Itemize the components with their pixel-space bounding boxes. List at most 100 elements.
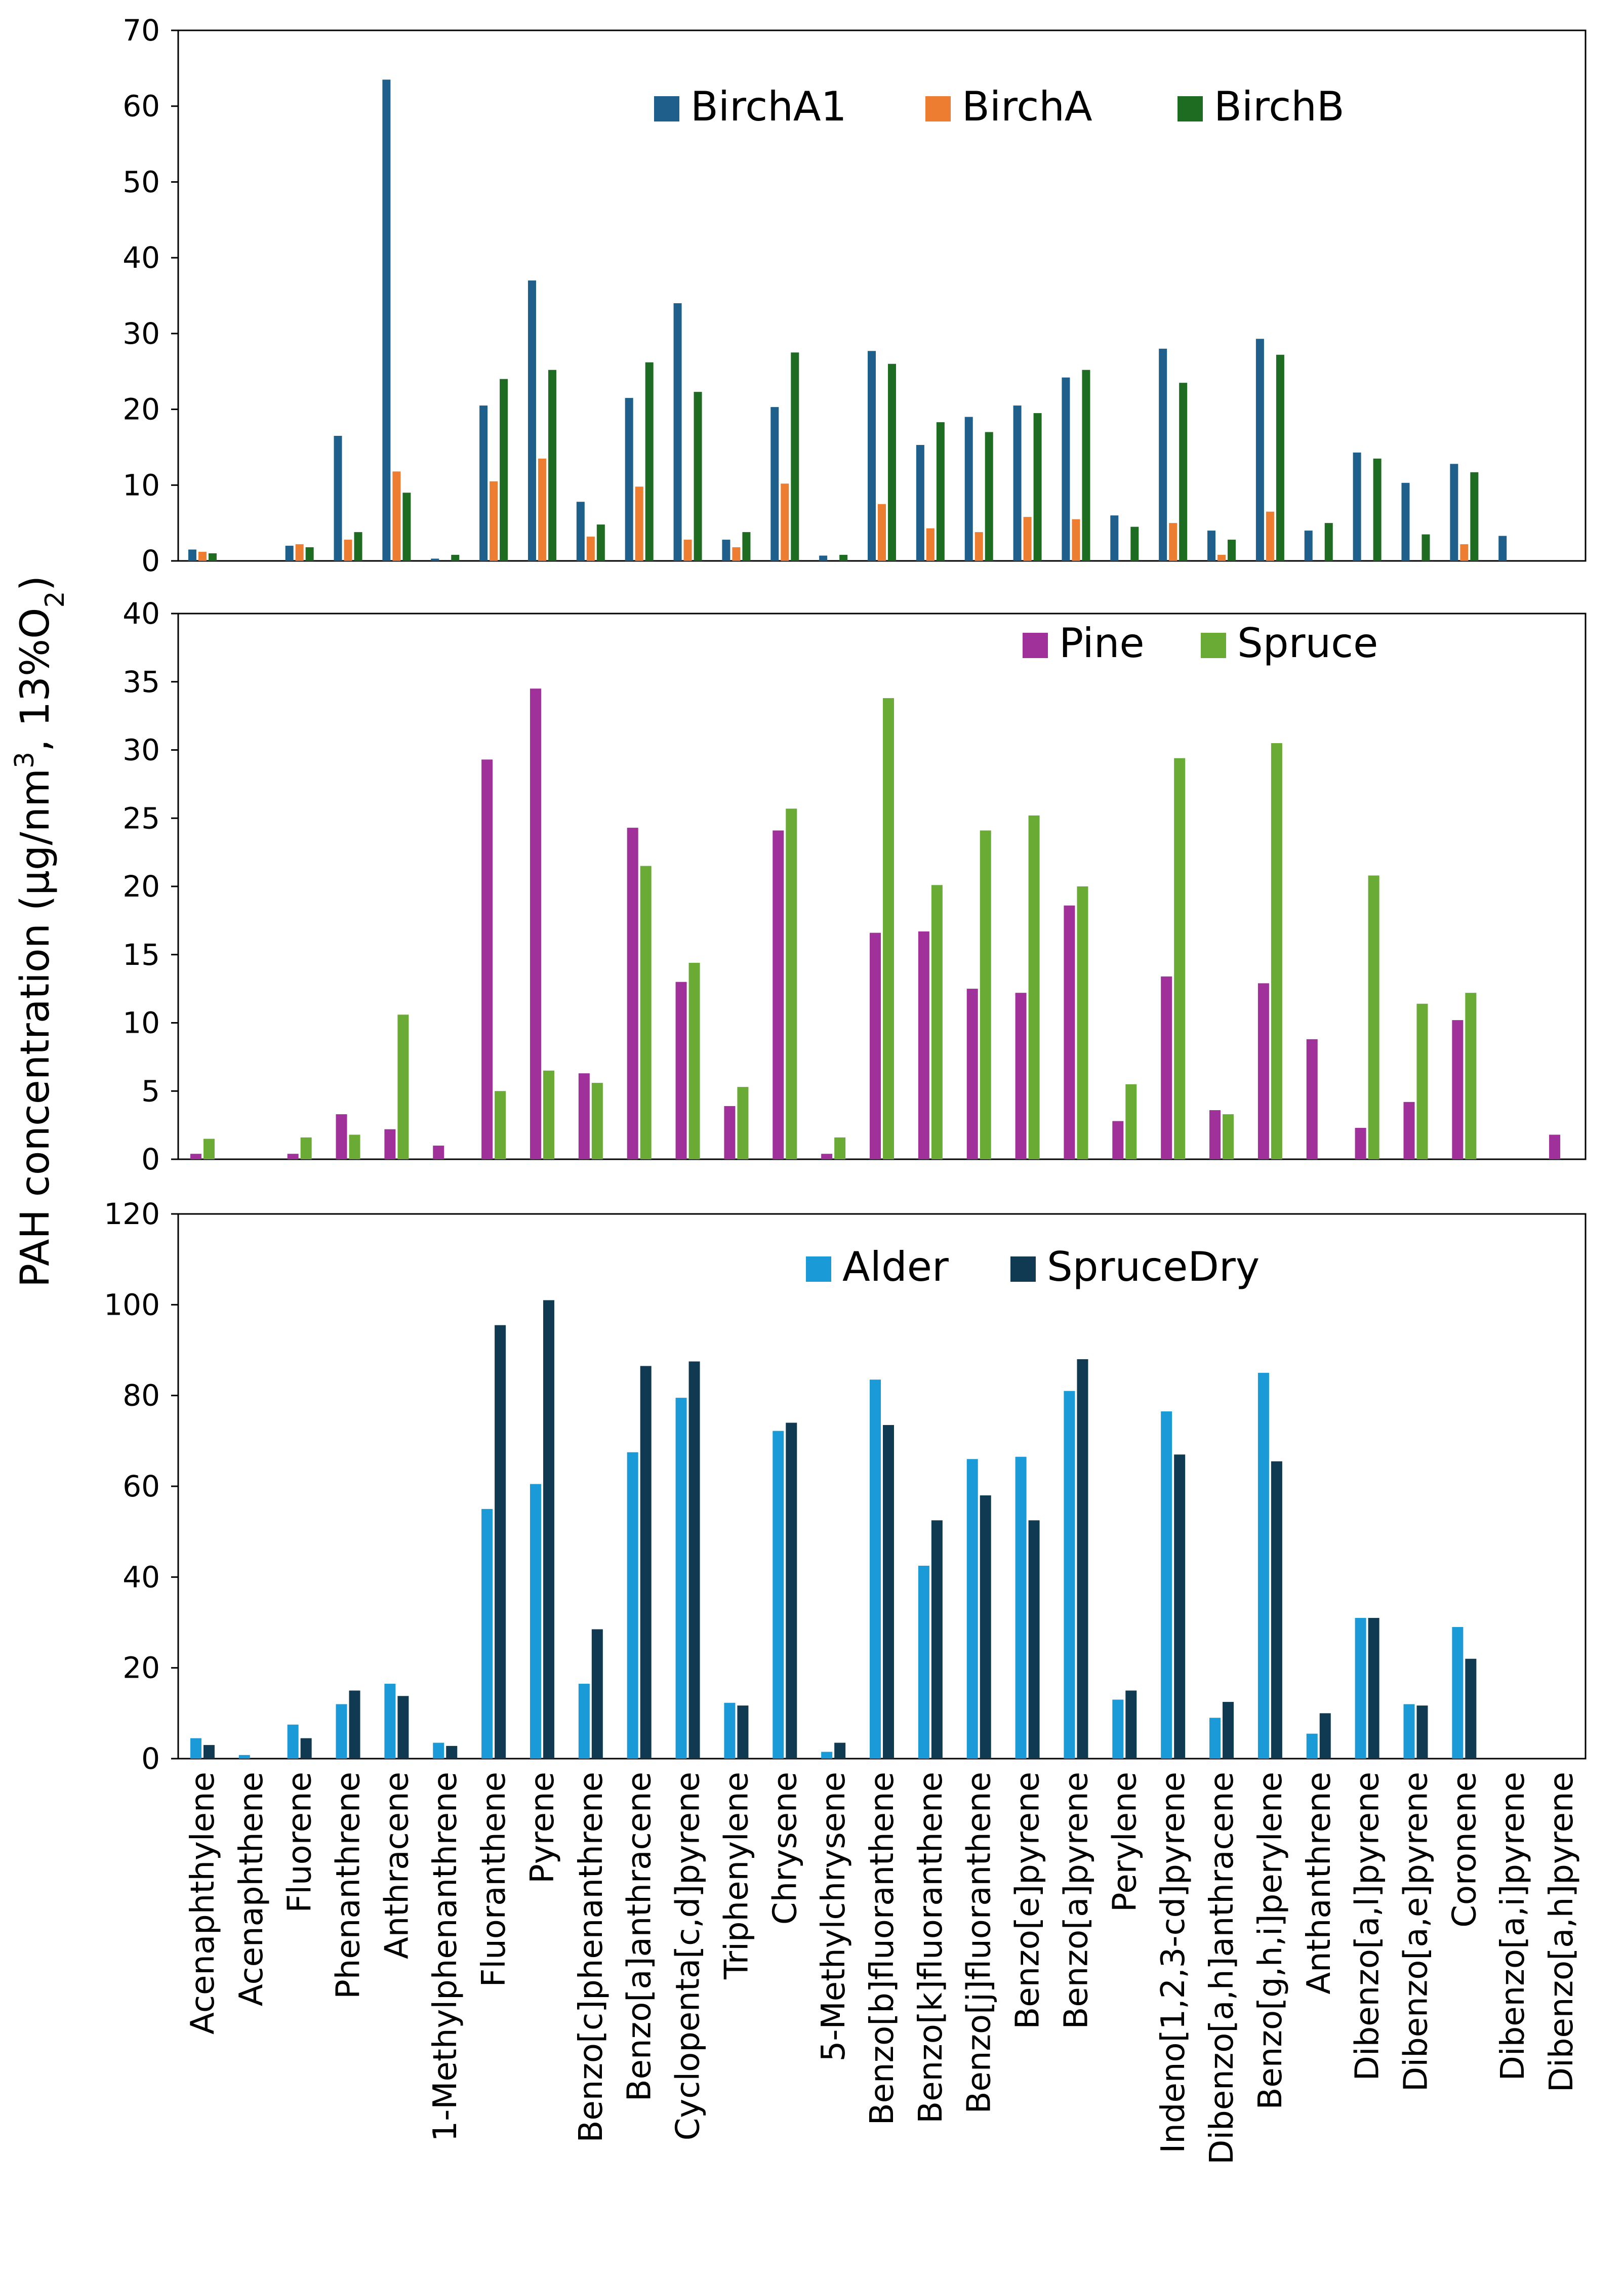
bar-bircha1-benzo-a-pyrene (1062, 377, 1070, 561)
category-label-cyclopenta-c-d-pyrene: Cyclopenta[c,d]pyrene (670, 1772, 707, 2140)
y-tick-label: 10 (123, 468, 160, 502)
bar-bircha-fluorene (295, 544, 304, 561)
bar-bircha1-acenaphthylene (188, 549, 196, 561)
bar-sprucedry-cyclopenta-c-d-pyrene (688, 1361, 700, 1759)
bar-bircha1-coronene (1450, 464, 1458, 561)
category-label-fluorene: Fluorene (281, 1772, 319, 1913)
bar-pine-phenanthrene (336, 1114, 347, 1159)
bar-bircha-cyclopenta-c-d-pyrene (683, 540, 692, 561)
y-axis-label-end: ) (13, 576, 58, 591)
category-label-anthanthrene: Anthanthrene (1301, 1772, 1338, 1995)
y-tick-label: 5 (141, 1074, 160, 1108)
bar-bircha-benzo-a-pyrene (1072, 519, 1080, 561)
category-label-benzo-j-fluoranthene: Benzo[j]fluoranthene (961, 1772, 998, 2114)
bar-sprucedry-benzo-k-fluoranthene (931, 1520, 943, 1759)
bar-bircha1-perylene (1110, 515, 1119, 561)
bar-birchb-1-methylphenanthrene (451, 555, 460, 561)
bar-alder-dibenzo-a-h-anthracene (1209, 1718, 1221, 1759)
bar-birchb-dibenzo-a-h-anthracene (1228, 540, 1236, 561)
bar-spruce-benzo-g-h-i-perylene (1271, 743, 1282, 1159)
bar-sprucedry-acenaphthylene (203, 1745, 215, 1759)
category-label-benzo-k-fluoranthene: Benzo[k]fluoranthene (912, 1772, 950, 2124)
bar-pine-pyrene (530, 688, 541, 1159)
y-tick-label: 35 (123, 665, 160, 699)
category-label-benzo-a-anthracene: Benzo[a]anthracene (621, 1772, 659, 2101)
legend-swatch-alder (806, 1256, 831, 1282)
bar-bircha1-dibenzo-a-h-anthracene (1207, 531, 1216, 561)
category-label-dibenzo-a-h-anthracene: Dibenzo[a,h]anthracene (1203, 1772, 1241, 2165)
bar-bircha1-benzo-j-fluoranthene (964, 417, 973, 561)
bar-sprucedry-dibenzo-a-e-pyrene (1416, 1705, 1428, 1759)
y-tick-label: 20 (123, 869, 160, 904)
bar-birchb-benzo-k-fluoranthene (936, 422, 945, 561)
bar-pine-coronene (1452, 1020, 1464, 1159)
bar-birchb-fluoranthene (500, 379, 508, 561)
legend-label-spruce: Spruce (1237, 620, 1378, 667)
bar-birchb-benzo-g-h-i-perylene (1276, 354, 1284, 561)
y-axis-label: PAH concentration (μg/nm3, 13%O2) (10, 576, 70, 1287)
y-tick-label: 15 (123, 938, 160, 972)
bar-alder-benzo-c-phenanthrene (578, 1684, 590, 1759)
bar-spruce-anthracene (397, 1014, 409, 1159)
bar-sprucedry-perylene (1125, 1690, 1137, 1759)
bar-birchb-benzo-b-fluoranthene (888, 363, 896, 561)
category-label-benzo-g-h-i-perylene: Benzo[g,h,i]perylene (1252, 1772, 1289, 2109)
category-label-coronene: Coronene (1446, 1772, 1483, 1928)
bar-sprucedry-benzo-b-fluoranthene (883, 1425, 894, 1759)
category-label-5-methylchrysene: 5-Methylchrysene (815, 1772, 852, 2061)
category-label-dibenzo-a-h-pyrene: Dibenzo[a,h]pyrene (1543, 1772, 1580, 2092)
y-axis-label-middle: , 13%O (13, 607, 58, 751)
bar-sprucedry-fluorene (300, 1738, 312, 1759)
category-label-pyrene: Pyrene (524, 1772, 561, 1884)
bar-birchb-anthracene (402, 493, 411, 561)
bar-bircha-benzo-a-anthracene (635, 486, 643, 561)
bar-birchb-anthanthrene (1324, 523, 1333, 561)
category-label-dibenzo-a-i-pyrene: Dibenzo[a,i]pyrene (1494, 1772, 1532, 2081)
bar-pine-dibenzo-a-l-pyrene (1355, 1128, 1366, 1159)
bar-bircha1-indeno-1-2-3-cd-pyrene (1159, 348, 1167, 561)
category-label-benzo-e-pyrene: Benzo[e]pyrene (1009, 1772, 1047, 2029)
bar-bircha1-dibenzo-a-e-pyrene (1401, 482, 1410, 561)
bar-bircha-benzo-b-fluoranthene (878, 504, 886, 561)
bar-birchb-pyrene (548, 370, 556, 561)
bar-alder-benzo-a-pyrene (1064, 1391, 1075, 1759)
y-axis-label-superscript: 3 (10, 752, 40, 768)
bar-alder-fluorene (287, 1724, 299, 1759)
bar-sprucedry-anthanthrene (1319, 1713, 1331, 1759)
bar-sprucedry-benzo-a-anthracene (640, 1366, 652, 1759)
bar-pine-triphenylene (724, 1106, 736, 1159)
category-label-acenaphthene: Acenaphthene (233, 1772, 270, 2006)
bar-alder-coronene (1452, 1627, 1464, 1759)
bar-bircha1-pyrene (527, 280, 536, 561)
bar-pine-1-methylphenanthrene (433, 1146, 444, 1159)
y-tick-label: 0 (141, 1741, 160, 1776)
bar-pine-benzo-k-fluoranthene (918, 931, 929, 1159)
bar-pine-indeno-1-2-3-cd-pyrene (1161, 976, 1172, 1159)
category-label-dibenzo-a-e-pyrene: Dibenzo[a,e]pyrene (1397, 1772, 1435, 2092)
bar-bircha1-dibenzo-a-i-pyrene (1498, 536, 1507, 561)
bar-pine-dibenzo-a-h-pyrene (1549, 1134, 1561, 1159)
bar-birchb-benzo-a-anthracene (645, 362, 654, 561)
bar-spruce-dibenzo-a-h-anthracene (1223, 1114, 1234, 1159)
legend-swatch-spruce (1201, 633, 1226, 658)
bar-alder-anthracene (384, 1684, 396, 1759)
bar-bircha-triphenylene (732, 547, 741, 561)
y-tick-label: 30 (123, 733, 160, 767)
bar-bircha-coronene (1460, 544, 1469, 561)
legend-label-pine: Pine (1059, 620, 1145, 667)
bar-alder-benzo-g-h-i-perylene (1257, 1372, 1269, 1759)
bar-birchb-benzo-e-pyrene (1033, 413, 1042, 561)
category-label-indeno-1-2-3-cd-pyrene: Indeno[1,2,3-cd]pyrene (1155, 1772, 1192, 2153)
bar-birchb-triphenylene (742, 532, 751, 561)
bar-alder-pyrene (530, 1484, 541, 1759)
bar-spruce-pyrene (543, 1070, 554, 1159)
y-tick-label: 10 (123, 1006, 160, 1040)
bar-sprucedry-5-methylchrysene (834, 1742, 846, 1759)
bar-bircha1-phenanthrene (334, 435, 342, 561)
bar-sprucedry-coronene (1465, 1658, 1477, 1759)
bar-spruce-cyclopenta-c-d-pyrene (688, 962, 700, 1159)
bar-bircha-dibenzo-a-h-anthracene (1217, 555, 1226, 561)
category-label-benzo-c-phenanthrene: Benzo[c]phenanthrene (573, 1772, 610, 2143)
bar-alder-cyclopenta-c-d-pyrene (675, 1398, 687, 1759)
